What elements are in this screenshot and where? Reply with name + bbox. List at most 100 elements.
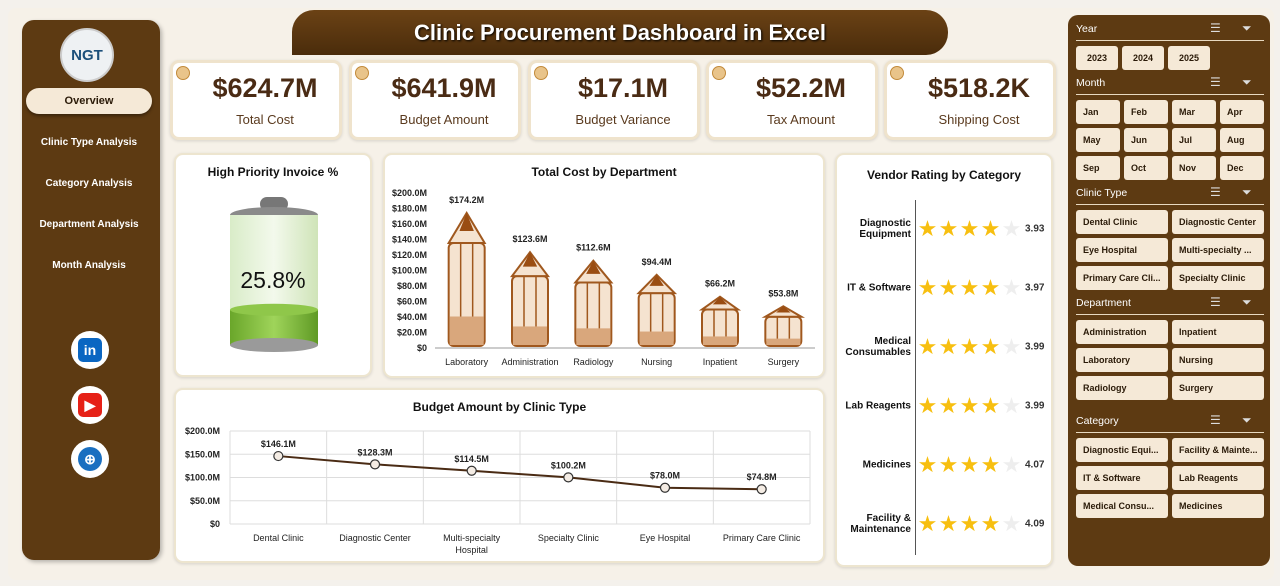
- shipping-icon: [890, 66, 904, 80]
- slicer-button[interactable]: Medical Consu...: [1076, 494, 1168, 518]
- clear-filter-icon[interactable]: ⏷: [1242, 295, 1252, 309]
- slicer-button[interactable]: Eye Hospital: [1076, 238, 1168, 262]
- x-tick-label: Laboratory: [445, 357, 489, 367]
- x-tick-label: Specialty Clinic: [538, 533, 600, 543]
- y-tick-label: $140.0M: [392, 235, 427, 245]
- star-rating-icon: ★ ★ ★ ★ ★: [917, 393, 1022, 418]
- kpi-label: Budget Variance: [575, 112, 671, 127]
- multi-select-icon[interactable]: ☰: [1210, 295, 1221, 309]
- multi-select-icon[interactable]: ☰: [1210, 21, 1221, 35]
- nav-category-analysis[interactable]: Category Analysis: [45, 178, 133, 189]
- kpi-label: Tax Amount: [767, 112, 835, 127]
- slicer-button[interactable]: Dental Clinic: [1076, 210, 1168, 234]
- category-label: Lab Reagents: [845, 400, 911, 412]
- slicer-button[interactable]: Dec: [1220, 156, 1264, 180]
- slicer-header: Department ☰ ⏷: [1076, 295, 1264, 315]
- slicer-button[interactable]: Feb: [1124, 100, 1168, 124]
- slicer-button[interactable]: 2023: [1076, 46, 1118, 70]
- kpi-label: Shipping Cost: [938, 112, 1020, 127]
- slicer-button[interactable]: 2024: [1122, 46, 1164, 70]
- x-tick-label: Multi-specialty: [443, 533, 501, 543]
- rating-value: 4.09: [1025, 518, 1045, 530]
- rating-value: 3.99: [1025, 400, 1045, 412]
- battery-gauge: [230, 197, 318, 352]
- slicer-button[interactable]: Nursing: [1172, 348, 1264, 372]
- category-label: Facility & Maintenance: [850, 513, 911, 535]
- pencil-eraser: [576, 328, 611, 345]
- slicer-button[interactable]: Lab Reagents: [1172, 466, 1264, 490]
- youtube-icon[interactable]: ▶: [71, 386, 109, 424]
- money-bag-icon: [355, 66, 369, 80]
- star-rating-icon: ★ ★ ★ ★ ★: [917, 452, 1022, 477]
- kpi-budget-variance: $17.1M Budget Variance: [528, 60, 700, 140]
- slicer-button[interactable]: Laboratory: [1076, 348, 1168, 372]
- axis-line: [915, 200, 916, 555]
- vendor-rating-row: Diagnostic Equipment ★ ★ ★ ★ ★ 3.93: [837, 200, 1055, 258]
- rating-value: 4.07: [1025, 459, 1045, 471]
- slicer-button[interactable]: Jul: [1172, 128, 1216, 152]
- y-tick-label: $100.0M: [392, 266, 427, 276]
- linkedin-icon[interactable]: in: [71, 331, 109, 369]
- data-point: [466, 465, 477, 476]
- multi-select-icon[interactable]: ☰: [1210, 185, 1221, 199]
- nav-overview[interactable]: Overview: [26, 88, 152, 114]
- budget-by-clinic-type-chart: Budget Amount by Clinic Type $0 $50.0M $10…: [174, 388, 825, 563]
- slicer-button[interactable]: Diagnostic Equi...: [1076, 438, 1168, 462]
- clear-filter-icon[interactable]: ⏷: [1242, 413, 1252, 427]
- star-rating-icon: ★ ★ ★ ★ ★: [917, 511, 1022, 536]
- slicer-button[interactable]: Sep: [1076, 156, 1120, 180]
- slicer-button[interactable]: Jun: [1124, 128, 1168, 152]
- slicer-button[interactable]: Mar: [1172, 100, 1216, 124]
- data-point: [756, 484, 767, 495]
- multi-select-icon[interactable]: ☰: [1210, 413, 1221, 427]
- clear-filter-icon[interactable]: ⏷: [1242, 21, 1252, 35]
- pencil-eraser: [449, 316, 484, 345]
- slicer-month: Month ☰ ⏷ Jan Feb Mar Apr May Jun Jul Aug Sep Oct N…: [1076, 75, 1264, 180]
- vendor-rating-row: Facility & Maintenance ★ ★ ★ ★ ★ 4.09: [837, 495, 1055, 553]
- pencil-lead: [522, 252, 538, 267]
- multi-select-icon[interactable]: ☰: [1210, 75, 1221, 89]
- slicer-button[interactable]: Nov: [1172, 156, 1216, 180]
- card-title: Vendor Rating by Category: [866, 168, 1022, 182]
- nav-month-analysis[interactable]: Month Analysis: [52, 260, 126, 271]
- clear-filter-icon[interactable]: ⏷: [1242, 185, 1252, 199]
- slicer-button[interactable]: Surgery: [1172, 376, 1264, 400]
- x-tick-label: Dental Clinic: [253, 533, 304, 543]
- nav-clinic-type-analysis[interactable]: Clinic Type Analysis: [40, 137, 138, 148]
- slicer-button[interactable]: IT & Software: [1076, 466, 1168, 490]
- slicer-button[interactable]: Primary Care Cli...: [1076, 266, 1168, 290]
- pencil-eraser: [766, 338, 801, 345]
- rating-value: 3.99: [1025, 341, 1045, 353]
- slicer-button[interactable]: Radiology: [1076, 376, 1168, 400]
- slicer-title: Month: [1076, 77, 1106, 89]
- slicer-button[interactable]: Diagnostic Center: [1172, 210, 1264, 234]
- y-tick-label: $150.0M: [185, 449, 220, 459]
- slicer-button[interactable]: Jan: [1076, 100, 1120, 124]
- slicer-button[interactable]: Oct: [1124, 156, 1168, 180]
- pencil-eraser: [513, 326, 547, 345]
- x-tick-label: Eye Hospital: [640, 533, 691, 543]
- filter-panel: Year ☰ ⏷ 2023 2024 2025 Month ☰ ⏷ Jan Feb Mar Ap…: [1068, 15, 1270, 566]
- slicer-button[interactable]: Apr: [1220, 100, 1264, 124]
- slicer-button[interactable]: Specialty Clinic: [1172, 266, 1264, 290]
- slicer-button[interactable]: Facility & Mainte...: [1172, 438, 1264, 462]
- slicer-button[interactable]: May: [1076, 128, 1120, 152]
- money-icon: [176, 66, 190, 80]
- slicer-button[interactable]: Aug: [1220, 128, 1264, 152]
- slicer-title: Clinic Type: [1076, 187, 1128, 199]
- slicer-department: Department ☰ ⏷ Administration Inpatient Lab…: [1076, 295, 1264, 400]
- website-globe-icon[interactable]: ⊕: [71, 440, 109, 478]
- clear-filter-icon[interactable]: ⏷: [1242, 75, 1252, 89]
- pencil-bar: [636, 273, 678, 348]
- data-label: $174.2M: [449, 195, 484, 205]
- slicer-button[interactable]: 2025: [1168, 46, 1210, 70]
- kpi-value: $17.1M: [577, 73, 669, 103]
- x-tick-label: Inpatient: [703, 357, 738, 367]
- pencil-lead: [649, 274, 664, 286]
- slicer-button[interactable]: Multi-specialty ...: [1172, 238, 1264, 262]
- slicer-button[interactable]: Inpatient: [1172, 320, 1264, 344]
- rating-value: 3.93: [1025, 223, 1045, 235]
- slicer-button[interactable]: Medicines: [1172, 494, 1264, 518]
- slicer-button[interactable]: Administration: [1076, 320, 1168, 344]
- nav-department-analysis[interactable]: Department Analysis: [39, 219, 139, 230]
